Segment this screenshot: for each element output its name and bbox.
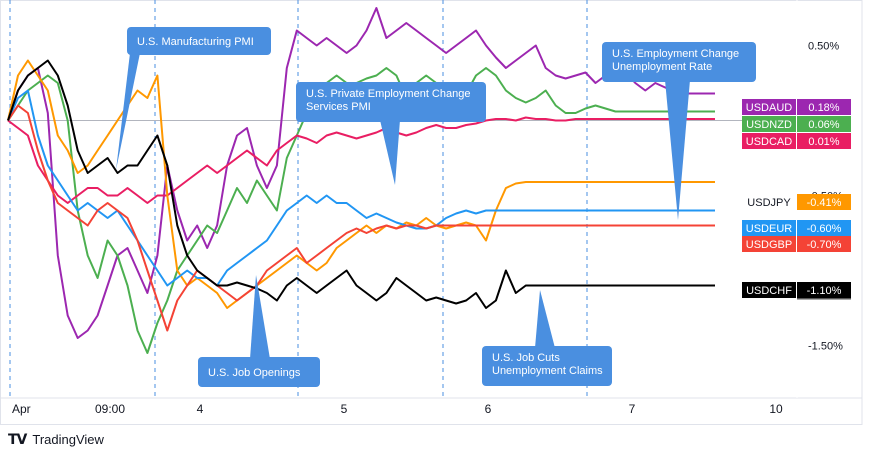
tradingview-logo-icon: 𝗧𝗩 [8, 431, 27, 447]
annotation-pointer-2 [665, 80, 690, 220]
legend-name-usdjpy: USDJPY [747, 197, 791, 209]
legend-name-bg-usdgbp [742, 236, 796, 252]
legend-value-bg-usdchf [797, 282, 851, 298]
legend-value-usdeur: -0.60% [807, 223, 842, 235]
legend-name-usdchf: USDCHF [746, 285, 792, 297]
legend-name-bg-usdcad [742, 133, 796, 149]
x-tick-label-2: 4 [197, 402, 204, 416]
x-tick-label-5: 7 [629, 402, 636, 416]
y-tick-label-2: -1.50% [808, 341, 843, 353]
series-line-usdeur [7, 89, 715, 287]
annotation-pointer-0 [116, 53, 140, 170]
legend-value-usdnzd: 0.06% [808, 119, 839, 131]
legend-value-usdchf: -1.10% [807, 285, 842, 297]
legend-name-usdeur: USDEUR [746, 223, 793, 235]
legend-name-usdgbp: USDGBP [746, 239, 792, 251]
x-tick-label-6: 10 [769, 402, 783, 416]
legend-name-bg-usdeur [742, 220, 796, 236]
y-tick-label-0: 0.50% [808, 41, 839, 53]
annotation-box-4 [482, 346, 612, 386]
series-line-usdaud [7, 7, 715, 339]
annotation-box-0 [127, 27, 271, 55]
series-line-usdgbp [7, 104, 715, 332]
annotation-box-3 [198, 357, 320, 387]
legend-name-bg-usdchf [742, 282, 796, 298]
annotation-pointer-1 [380, 120, 400, 185]
annotation-text-4-0: U.S. Job Cuts [492, 352, 560, 364]
legend-value-usdgbp: -0.70% [807, 239, 842, 251]
annotation-pointer-4 [535, 290, 555, 348]
x-tick-label-3: 5 [341, 402, 348, 416]
x-tick-label-4: 6 [485, 402, 492, 416]
annotation-text-1-0: U.S. Private Employment Change [306, 88, 470, 100]
legend-name-usdnzd: USDNZD [746, 119, 792, 131]
annotation-box-1 [296, 82, 486, 122]
x-tick-label-0: Apr [12, 402, 31, 416]
annotation-text-3-0: U.S. Job Openings [208, 367, 301, 379]
legend-value-bg-usdjpy [797, 194, 851, 210]
legend-name-usdcad: USDCAD [746, 136, 793, 148]
legend-name-bg-usdjpy [741, 193, 797, 211]
legend-value-bg-usdaud [797, 99, 851, 115]
annotation-box-2 [602, 42, 756, 82]
legend-value-bg-usdnzd [797, 116, 851, 132]
x-tick-label-1: 09:00 [95, 402, 125, 416]
legend-name-bg-usdnzd [742, 116, 796, 132]
series-line-usdnzd [7, 67, 715, 354]
series-line-usdcad [7, 116, 715, 204]
series-line-usdchf [7, 59, 715, 309]
legend-value-usdaud: 0.18% [808, 102, 839, 114]
annotation-text-2-1: Unemployment Rate [612, 61, 712, 73]
annotation-text-2-0: U.S. Employment Change [612, 48, 739, 60]
annotation-text-1-1: Services PMI [306, 101, 371, 113]
tradingview-logo-text: TradingView [32, 432, 104, 447]
legend-value-usdcad: 0.01% [808, 136, 839, 148]
annotation-text-0-0: U.S. Manufacturing PMI [137, 36, 254, 48]
legend-value-bg-usdgbp [797, 236, 851, 252]
legend-name-usdaud: USDAUD [746, 102, 793, 114]
tradingview-branding[interactable]: 𝗧𝗩 TradingView [8, 431, 104, 448]
legend-value-usdjpy: -0.41% [807, 197, 842, 209]
annotation-pointer-3 [250, 275, 270, 359]
legend-name-bg-usdaud [742, 99, 796, 115]
annotation-text-4-1: Unemployment Claims [492, 365, 603, 377]
legend-value-bg-usdcad [797, 133, 851, 149]
legend-value-bg-usdeur [797, 220, 851, 236]
